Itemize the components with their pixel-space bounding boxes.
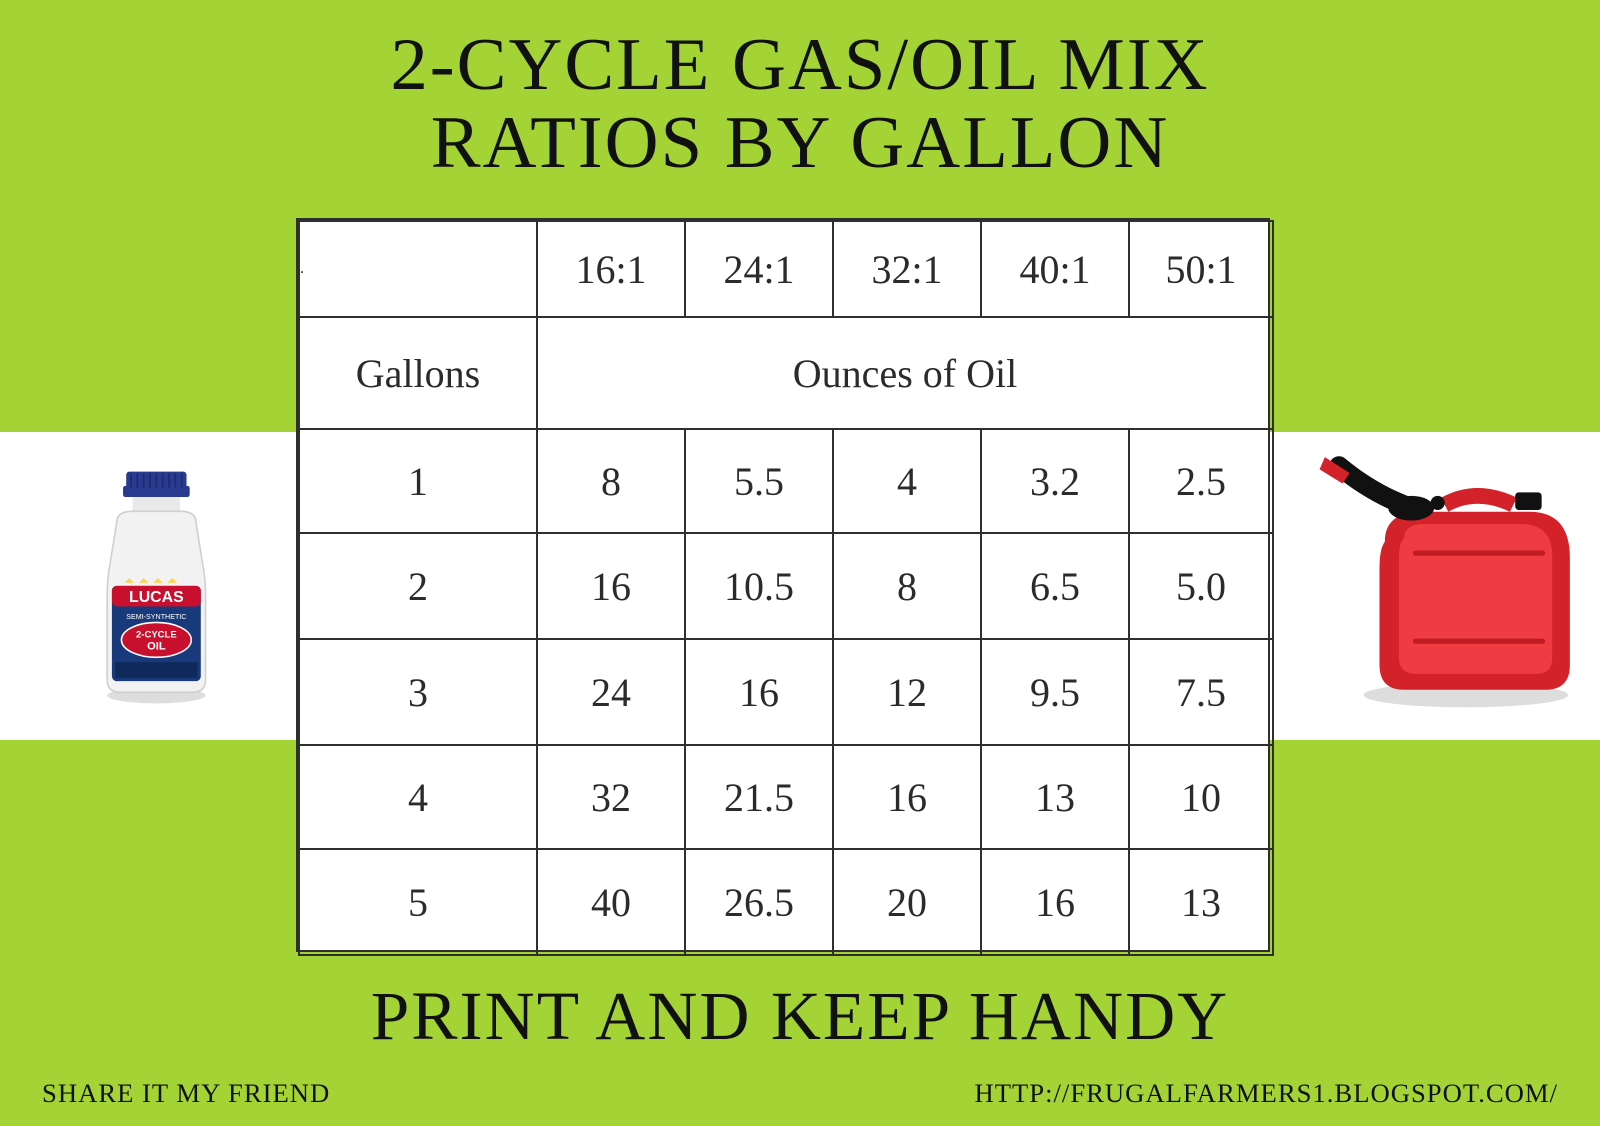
ounces-cell: 3.2 [981, 429, 1129, 533]
share-text: SHARE IT MY FRIEND [42, 1078, 330, 1109]
table-row: 185.543.22.5 [299, 429, 1273, 533]
mix-ratio-table: .16:124:132:140:150:1GallonsOunces of Oi… [296, 218, 1270, 952]
ounces-cell: 13 [981, 745, 1129, 849]
table-row: 43221.5161310 [299, 745, 1273, 849]
ounces-cell: 5.0 [1129, 533, 1273, 639]
gallons-cell: 5 [299, 849, 537, 955]
ounces-cell: 24 [537, 639, 685, 745]
ounces-cell: 16 [981, 849, 1129, 955]
table-row: 54026.5201613 [299, 849, 1273, 955]
gas-can-photo [1300, 432, 1600, 740]
ounces-cell: 26.5 [685, 849, 833, 955]
title-line-2: RATIOS BY GALLON [431, 101, 1169, 184]
table-row: 32416129.57.5 [299, 639, 1273, 745]
ounces-cell: 7.5 [1129, 639, 1273, 745]
mix-ratio-table-grid: .16:124:132:140:150:1GallonsOunces of Oi… [298, 220, 1274, 956]
ounces-cell: 9.5 [981, 639, 1129, 745]
ounces-cell: 8 [537, 429, 685, 533]
ratio-header: 16:1 [537, 221, 685, 317]
page-title: 2-CYCLE GAS/OIL MIX RATIOS BY GALLON [390, 26, 1209, 183]
gas-can-icon [1309, 441, 1591, 731]
oil-sub-3: OIL [147, 640, 166, 652]
footer-label: PRINT AND KEEP HANDY [371, 977, 1230, 1054]
ratio-header: 32:1 [833, 221, 981, 317]
ounces-cell: 4 [833, 429, 981, 533]
footer-text: PRINT AND KEEP HANDY [0, 976, 1600, 1056]
oil-bottle-icon: LUCAS SEMI-SYNTHETIC 2-CYCLE OIL [77, 435, 236, 737]
ounces-cell: 40 [537, 849, 685, 955]
source-url: HTTP://FRUGALFARMERS1.BLOGSPOT.COM/ [974, 1078, 1558, 1109]
ounces-cell: 16 [685, 639, 833, 745]
ounces-cell: 8 [833, 533, 981, 639]
gallons-cell: 4 [299, 745, 537, 849]
ratio-header: 50:1 [1129, 221, 1273, 317]
table-row: .16:124:132:140:150:1 [299, 221, 1273, 317]
ounces-header: Ounces of Oil [537, 317, 1273, 429]
oil-brand-text: LUCAS [129, 589, 184, 606]
ounces-cell: 21.5 [685, 745, 833, 849]
gallons-cell: 2 [299, 533, 537, 639]
ounces-cell: 10 [1129, 745, 1273, 849]
ratio-header: 24:1 [685, 221, 833, 317]
title-line-1: 2-CYCLE GAS/OIL MIX [390, 23, 1209, 106]
page: 2-CYCLE GAS/OIL MIX RATIOS BY GALLON [0, 0, 1600, 1126]
table-row: 21610.586.55.0 [299, 533, 1273, 639]
ounces-cell: 12 [833, 639, 981, 745]
ounces-cell: 10.5 [685, 533, 833, 639]
ounces-cell: 16 [833, 745, 981, 849]
ounces-cell: 20 [833, 849, 981, 955]
source-url-label: HTTP://FRUGALFARMERS1.BLOGSPOT.COM/ [974, 1078, 1558, 1108]
share-label: SHARE IT MY FRIEND [42, 1078, 330, 1108]
ounces-cell: 2.5 [1129, 429, 1273, 533]
ounces-cell: 32 [537, 745, 685, 849]
ounces-cell: 5.5 [685, 429, 833, 533]
oil-bottle-photo: LUCAS SEMI-SYNTHETIC 2-CYCLE OIL [28, 432, 284, 740]
gallons-cell: 1 [299, 429, 537, 533]
corner-cell: . [299, 221, 537, 317]
ounces-cell: 13 [1129, 849, 1273, 955]
ounces-cell: 16 [537, 533, 685, 639]
oil-sub-2: 2-CYCLE [136, 630, 177, 641]
gallons-header: Gallons [299, 317, 537, 429]
ratio-header: 40:1 [981, 221, 1129, 317]
table-row: GallonsOunces of Oil [299, 317, 1273, 429]
ounces-cell: 6.5 [981, 533, 1129, 639]
gallons-cell: 3 [299, 639, 537, 745]
oil-sub-1: SEMI-SYNTHETIC [126, 613, 186, 621]
